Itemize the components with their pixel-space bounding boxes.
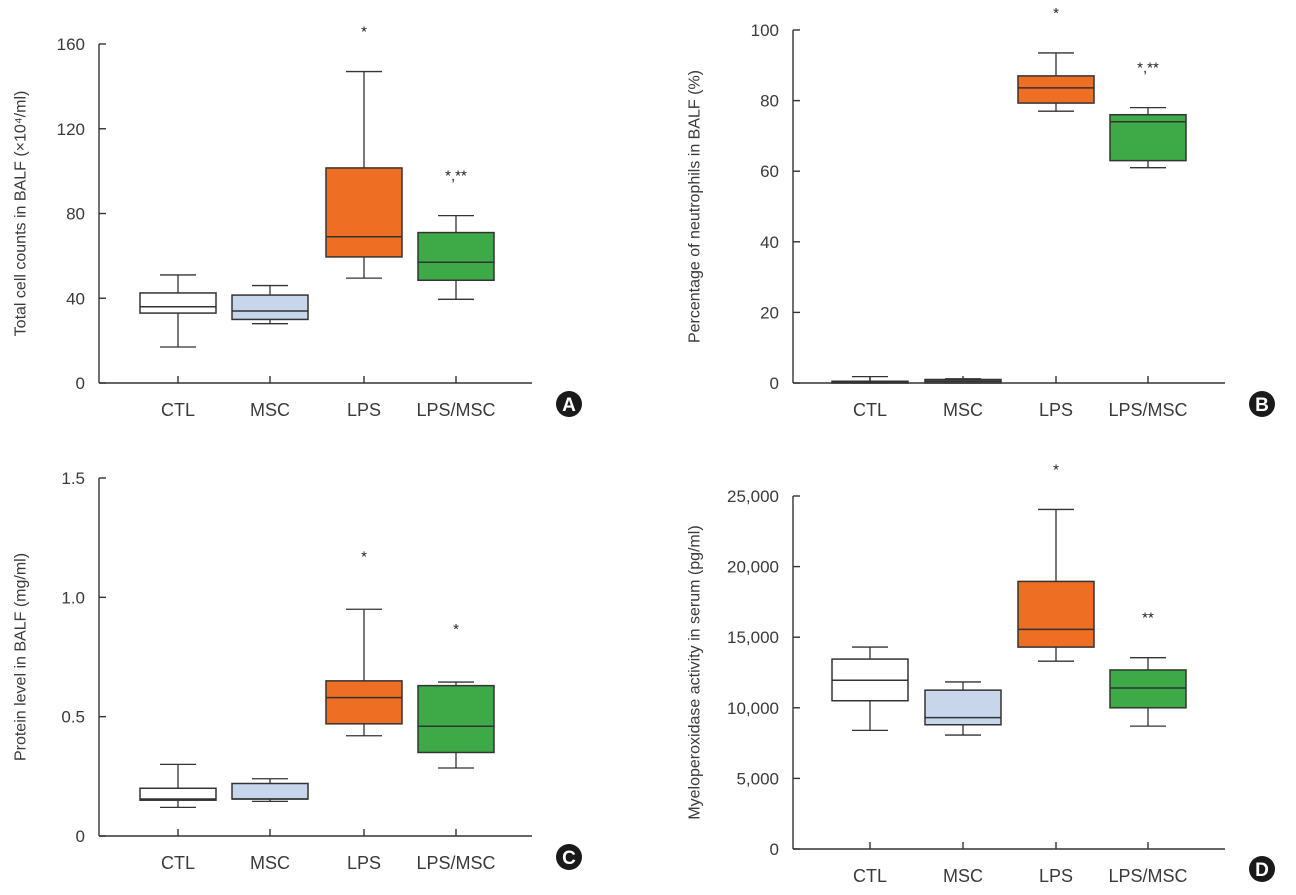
panel-a-y-axis-label: Total cell counts in BALF (×10⁴/ml)	[13, 91, 30, 337]
panel-a-category-label: LPS/MSC	[416, 400, 495, 420]
significance-annotation: *	[453, 621, 459, 638]
panel-d-ytick-label: 5,000	[736, 769, 779, 788]
panel-a-box-lps: *	[325, 24, 403, 279]
panel-b-ytick-label: 100	[751, 21, 779, 40]
panel-b-y-axis-label: Percentage of neutrophils in BALF (%)	[687, 70, 704, 343]
panel-d-category-label: LPS	[1039, 866, 1073, 886]
panel-b-ytick-label: 80	[760, 92, 779, 111]
panel-b-box-lps: *	[1017, 5, 1095, 112]
panel-b-category-label: CTL	[853, 400, 887, 420]
panel-a-box-msc	[231, 284, 309, 325]
panel-d-ytick-label: 0	[770, 840, 779, 859]
significance-annotation: *	[1053, 5, 1059, 22]
panel-d-ytick-label: 15,000	[727, 628, 779, 647]
panel-a-ytick-label: 160	[57, 35, 85, 54]
significance-annotation: *,**	[445, 168, 467, 185]
panel-c-category-label: CTL	[161, 853, 195, 873]
panel-c-box-ctl	[139, 763, 217, 809]
panel-b-category-label: LPS	[1039, 400, 1073, 420]
panel-d-box-lps: *	[1017, 461, 1095, 662]
iqr-box	[325, 680, 403, 725]
panel-c-ytick-label: 1.5	[61, 469, 85, 488]
panel-d-category-label: MSC	[943, 866, 983, 886]
panel-c-box-lps-msc: *	[417, 621, 495, 769]
panel-d-badge	[1249, 856, 1275, 882]
panel-a-ytick-label: 0	[76, 374, 85, 393]
panel-d-ytick-label: 10,000	[727, 699, 779, 718]
panel-d-category-label: LPS/MSC	[1108, 866, 1187, 886]
panel-d-category-label: CTL	[853, 866, 887, 886]
iqr-box	[924, 689, 1002, 726]
panel-d-box-lps-msc: **	[1109, 610, 1187, 727]
panel-b-badge	[1249, 391, 1275, 417]
panel-c-badge	[556, 844, 582, 870]
panel-c-ytick-label: 0.5	[61, 708, 85, 727]
iqr-box	[1017, 75, 1095, 104]
significance-annotation: *	[1053, 461, 1059, 478]
iqr-box	[1017, 580, 1095, 648]
panel-c-category-label: LPS	[347, 853, 381, 873]
panel-c-badge-label: C	[562, 848, 576, 869]
significance-annotation: *,**	[1137, 60, 1159, 77]
significance-annotation: *	[361, 24, 367, 41]
panel-a-ytick-label: 80	[66, 205, 85, 224]
panel-b-ytick-label: 20	[760, 303, 779, 322]
panel-c-y-axis-label: Protein level in BALF (mg/ml)	[13, 553, 30, 761]
panel-d-ytick-label: 25,000	[727, 487, 779, 506]
panel-d-badge-label: D	[1255, 860, 1269, 881]
panel-a-category-label: LPS	[347, 400, 381, 420]
significance-annotation: **	[1142, 610, 1154, 627]
significance-annotation: *	[361, 548, 367, 565]
panel-a-badge-label: A	[562, 395, 576, 416]
panel-a-ytick-label: 40	[66, 289, 85, 308]
panel-c-ytick-label: 0	[76, 827, 85, 846]
panel-b-category-label: LPS/MSC	[1108, 400, 1187, 420]
panel-b-box-lps-msc: *,**	[1109, 60, 1187, 169]
panel-a-ytick-label: 120	[57, 120, 85, 139]
panel-d-box-ctl	[831, 646, 909, 732]
iqr-box	[231, 294, 309, 321]
iqr-box	[139, 292, 217, 314]
iqr-box	[1109, 669, 1187, 709]
panel-b-ytick-label: 0	[770, 374, 779, 393]
panel-c-box-msc	[231, 778, 309, 803]
iqr-box	[231, 782, 309, 800]
panel-d-y-axis-label: Myeloperoxidase activity in serum (pg/ml…	[687, 525, 704, 819]
panel-a-box-ctl	[139, 274, 217, 348]
panel-b-ytick-label: 60	[760, 162, 779, 181]
panel-c-category-label: MSC	[250, 853, 290, 873]
iqr-box	[325, 167, 403, 258]
panel-b-box-ctl	[831, 375, 909, 384]
panel-a-badge	[556, 391, 582, 417]
iqr-box	[417, 684, 495, 754]
panel-d-box-msc	[924, 681, 1002, 736]
panel-c-category-label: LPS/MSC	[416, 853, 495, 873]
panel-c-ytick-label: 1.0	[61, 588, 85, 607]
panel-a-box-lps-msc: *,**	[417, 168, 495, 300]
panel-b-badge-label: B	[1255, 395, 1269, 416]
panel-b-box-msc	[924, 378, 1002, 384]
panel-c-box-lps: *	[325, 548, 403, 737]
panel-a-category-label: MSC	[250, 400, 290, 420]
panel-b-ytick-label: 40	[760, 233, 779, 252]
iqr-box	[417, 231, 495, 281]
panel-d-ytick-label: 20,000	[727, 558, 779, 577]
panel-a-category-label: CTL	[161, 400, 195, 420]
panel-b-category-label: MSC	[943, 400, 983, 420]
iqr-box	[139, 787, 217, 801]
